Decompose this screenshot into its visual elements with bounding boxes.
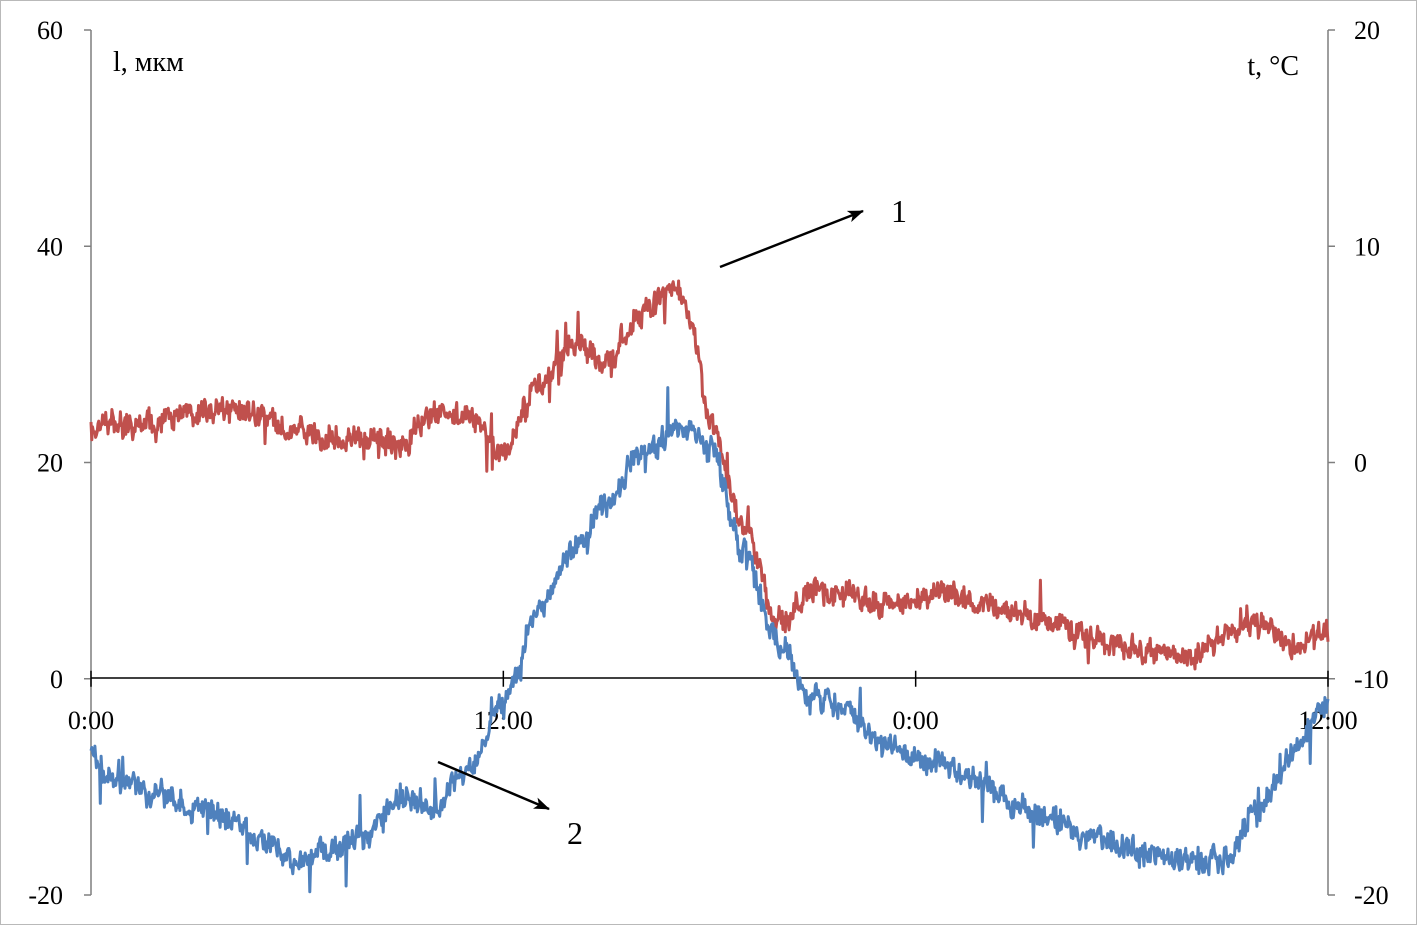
callout-label-2: 2 (567, 815, 583, 851)
right-tick-label: -20 (1354, 881, 1389, 910)
callout-label-1: 1 (891, 193, 907, 229)
callout-arrow-1 (719, 209, 864, 269)
x-tick-label: 0:00 (893, 706, 939, 735)
right-tick-label: 0 (1354, 449, 1367, 478)
left-tick-label: 0 (50, 665, 63, 694)
right-tick-label: 10 (1354, 232, 1380, 261)
left-tick-label: 20 (37, 449, 63, 478)
left-tick-labels: -20 0 20 40 60 (28, 16, 63, 910)
right-tick-label: 20 (1354, 16, 1380, 45)
right-tick-label: -10 (1354, 665, 1389, 694)
x-tick-label: 0:00 (68, 706, 114, 735)
right-axis-label: t, °C (1247, 51, 1299, 82)
series-layer (89, 279, 1330, 894)
left-tick-label: 60 (37, 16, 63, 45)
right-tick-labels: -20 -10 0 10 20 (1354, 16, 1389, 910)
series-1-line (89, 279, 1330, 671)
left-axis-label: l, мкм (113, 47, 184, 78)
left-tick-label: -20 (28, 881, 63, 910)
tick-marks (84, 29, 1335, 896)
callout-arrow-2 (437, 760, 550, 811)
x-tick-labels: 0:00 12:00 0:00 12:00 (68, 706, 1358, 735)
series-2-line (89, 386, 1330, 894)
left-tick-label: 40 (37, 232, 63, 261)
